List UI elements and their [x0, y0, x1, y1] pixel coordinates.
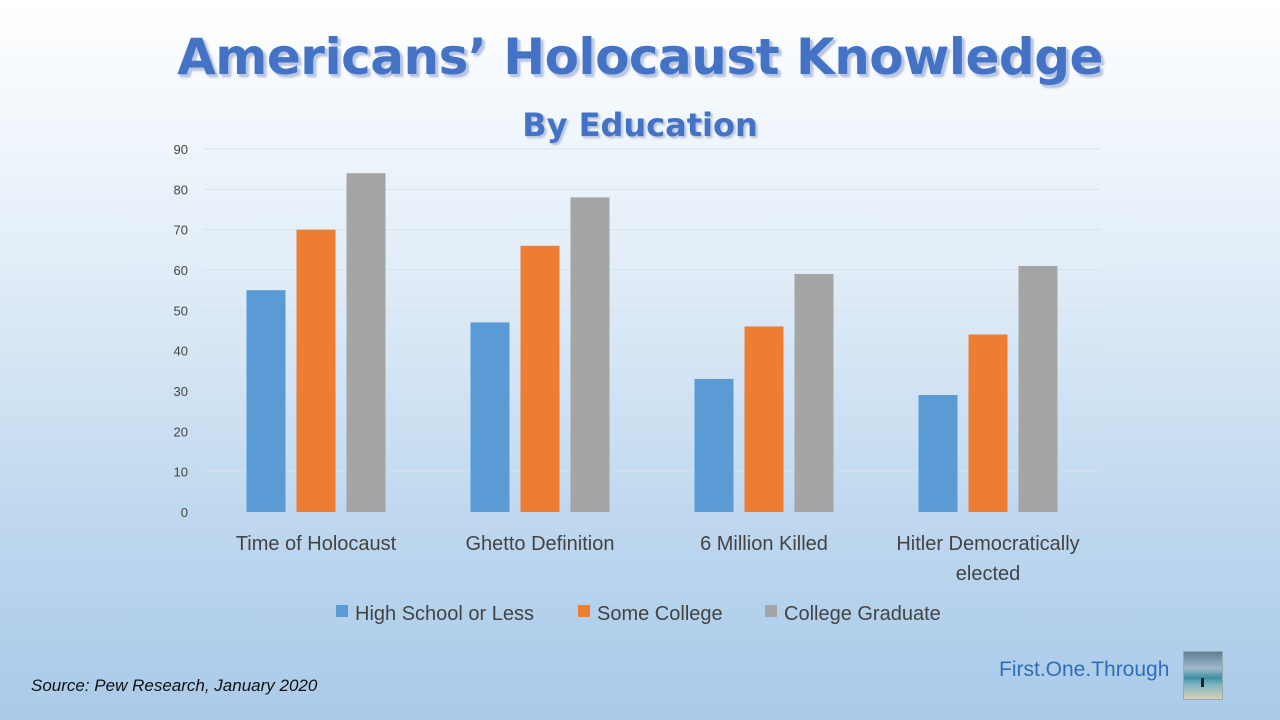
bar — [470, 322, 510, 512]
bar — [918, 395, 958, 512]
legend-label: High School or Less — [355, 603, 534, 625]
x-tick-label: Hitler Democratically — [896, 533, 1079, 555]
y-tick-label: 70 — [174, 223, 188, 238]
x-tick-label: 6 Million Killed — [700, 533, 828, 555]
legend-swatch — [336, 605, 348, 617]
x-tick-label: Time of Holocaust — [236, 533, 397, 555]
bar — [794, 274, 834, 512]
y-tick-label: 40 — [174, 344, 188, 359]
chart-title: Americans’ Holocaust Knowledge — [177, 28, 1103, 86]
y-tick-label: 50 — [174, 303, 188, 318]
y-tick-label: 60 — [174, 263, 188, 278]
bar — [694, 378, 734, 512]
bar — [744, 326, 784, 512]
y-tick-label: 20 — [174, 424, 188, 439]
x-tick-label: Ghetto Definition — [466, 533, 615, 555]
y-tick-label: 30 — [174, 384, 188, 399]
y-tick-label: 80 — [174, 182, 188, 197]
bar — [346, 173, 386, 512]
bar — [1018, 265, 1058, 512]
beach-thumbnail-image — [1183, 651, 1223, 700]
bar — [968, 334, 1008, 512]
y-tick-label: 10 — [174, 465, 188, 480]
y-tick-label: 90 — [174, 142, 188, 157]
bar — [296, 229, 336, 512]
legend-label: Some College — [597, 603, 723, 625]
source-note: Source: Pew Research, January 2020 — [31, 676, 318, 695]
chart-subtitle: By Education — [522, 106, 758, 144]
x-tick-label: elected — [956, 563, 1021, 585]
legend-swatch — [765, 605, 777, 617]
bar — [570, 197, 610, 512]
legend-swatch — [578, 605, 590, 617]
legend-label: College Graduate — [784, 603, 941, 625]
bar — [520, 245, 560, 513]
brand-link[interactable]: First.One.Through — [999, 658, 1170, 681]
bar — [246, 290, 286, 512]
y-tick-label: 0 — [181, 505, 188, 520]
